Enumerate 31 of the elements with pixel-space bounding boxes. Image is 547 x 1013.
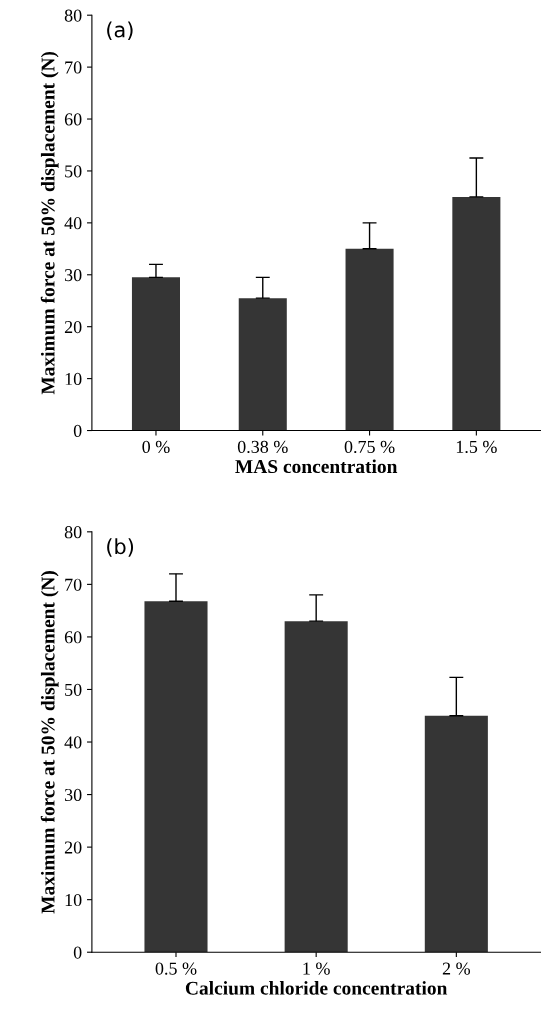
chart-title: (b) [107, 538, 134, 557]
y-tick-label: 20 [64, 841, 82, 854]
y-tick-label: 60 [64, 631, 82, 644]
x-axis-title: Calcium chloride concentration [185, 981, 448, 995]
y-tick-label: 0 [73, 424, 82, 437]
chart-title: (a) [107, 21, 133, 40]
y-tick-label: 60 [64, 113, 82, 126]
y-tick-label: 30 [64, 269, 82, 282]
y-tick-label: 40 [64, 736, 82, 749]
x-axis-title: MAS concentration [235, 459, 398, 474]
y-tick-label: 80 [64, 9, 82, 22]
y-axis-title: Maximum force at 50% displacement (N) [40, 51, 59, 395]
y-tick-label: 40 [64, 217, 82, 230]
y-tick-label: 20 [64, 320, 82, 334]
y-tick-label: 30 [64, 788, 82, 802]
x-tick-label: 0.75 % [344, 440, 395, 454]
x-tick-label: 2 % [442, 962, 471, 975]
x-tick-label: 0.38 % [237, 440, 288, 454]
x-tick-label: 1.5 % [456, 440, 497, 454]
y-tick-label: 10 [65, 893, 82, 907]
y-tick-label: 70 [65, 61, 82, 74]
y-tick-label: 0 [73, 946, 82, 959]
y-tick-label: 80 [64, 526, 82, 539]
y-tick-label: 50 [65, 165, 82, 178]
x-tick-label: 0.5 % [155, 962, 197, 975]
y-tick-label: 10 [65, 372, 82, 386]
y-tick-label: 50 [65, 683, 82, 696]
y-tick-label: 70 [65, 578, 82, 591]
x-tick-label: 1 % [303, 962, 330, 975]
y-axis-title: Maximum force at 50% displacement (N) [40, 571, 59, 914]
x-tick-label: 0 % [142, 440, 170, 454]
